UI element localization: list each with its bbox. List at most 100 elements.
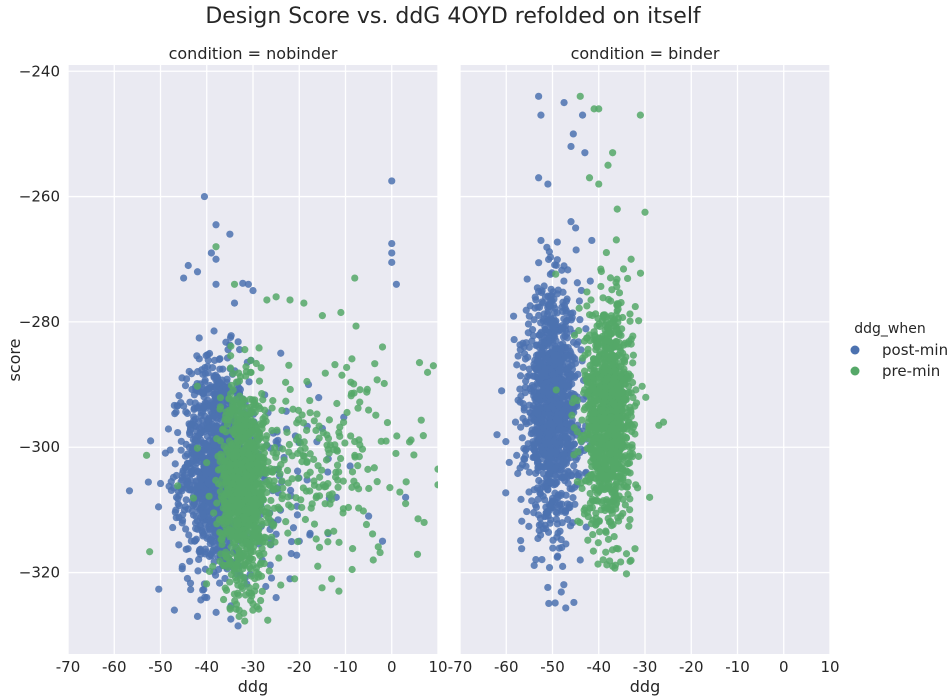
point-pre-min-nobinder [216,528,224,537]
point-pre-min-binder [629,351,637,359]
point-post-min-nobinder [210,327,218,335]
point-pre-min-binder [631,545,639,553]
point-post-min-binder [539,525,547,533]
point-post-min-nobinder [166,446,174,454]
point-pre-min-nobinder [420,518,428,527]
point-post-min-binder [523,275,531,283]
point-pre-min-nobinder [306,409,314,417]
point-post-min-binder [498,387,506,395]
point-post-min-nobinder [346,462,354,470]
point-pre-min-nobinder [146,548,154,556]
point-pre-min-nobinder [270,520,278,529]
point-pre-min-nobinder [300,299,308,307]
point-pre-min-nobinder [348,468,357,476]
point-pre-min-binder [599,294,607,302]
point-pre-min-nobinder [383,418,392,427]
point-post-min-binder [567,471,576,479]
point-pre-min-nobinder [377,437,385,445]
point-pre-min-binder [611,486,619,494]
point-pre-min-nobinder [355,436,363,444]
point-pre-min-nobinder [313,410,321,418]
point-post-min-nobinder [294,467,302,475]
point-pre-min-nobinder [277,581,285,589]
point-pre-min-nobinder [312,535,320,543]
point-post-min-binder [555,401,563,409]
point-pre-min-binder [570,451,578,459]
point-pre-min-nobinder [279,445,287,453]
point-pre-min-binder [612,407,621,415]
point-pre-min-nobinder [324,445,332,454]
point-post-min-binder [535,311,543,320]
point-pre-min-binder [606,517,615,526]
point-pre-min-nobinder [299,452,307,460]
point-pre-min-binder [607,442,615,450]
point-post-min-binder [530,561,538,570]
point-post-min-nobinder [172,514,180,522]
point-post-min-binder [546,466,554,474]
point-post-min-nobinder [200,192,209,201]
point-post-min-nobinder [174,428,182,437]
point-post-min-nobinder [210,441,218,449]
point-post-min-binder [572,224,580,232]
point-pre-min-nobinder [250,485,258,494]
x-axis-label-nobinder: ddg [238,677,268,696]
point-post-min-nobinder [182,525,190,533]
point-post-min-binder [572,246,580,254]
point-post-min-nobinder [211,571,220,579]
point-post-min-binder [569,338,578,346]
point-post-min-binder [556,500,564,508]
point-pre-min-nobinder [264,458,272,466]
point-post-min-nobinder [199,586,207,594]
point-post-min-nobinder [204,369,212,377]
point-post-min-nobinder [186,398,194,406]
point-pre-min-nobinder [142,451,151,459]
point-pre-min-nobinder [413,550,422,558]
point-pre-min-nobinder [310,477,318,485]
point-pre-min-nobinder [262,508,270,516]
point-pre-min-binder [623,274,632,283]
point-pre-min-nobinder [249,534,257,542]
point-post-min-binder [533,357,542,365]
point-post-min-nobinder [207,466,215,475]
point-pre-min-nobinder [247,368,255,377]
point-pre-min-binder [586,337,594,345]
point-pre-min-nobinder [321,500,329,508]
point-post-min-binder [582,325,590,333]
point-pre-min-binder [596,383,605,391]
point-post-min-nobinder [212,255,220,263]
point-pre-min-nobinder [378,343,387,351]
point-pre-min-nobinder [331,361,339,369]
point-post-min-binder [527,429,535,438]
point-pre-min-nobinder [348,545,357,553]
x-tick-label: 10 [428,658,447,676]
point-pre-min-nobinder [316,473,324,481]
point-post-min-nobinder [186,579,195,587]
point-pre-min-nobinder [263,296,271,304]
point-post-min-binder [544,340,552,348]
point-pre-min-nobinder [256,420,265,428]
point-post-min-binder [570,483,579,491]
point-pre-min-nobinder [193,382,201,390]
x-tick-labels-nobinder: -70 -60 -50 -40 -30 -20 -10 0 10 [56,658,448,676]
point-pre-min-nobinder [336,454,345,463]
point-post-min-binder [520,406,528,414]
point-pre-min-nobinder [193,444,202,452]
point-post-min-nobinder [236,346,244,354]
point-post-min-nobinder [249,286,257,295]
point-post-min-nobinder [226,230,234,238]
point-pre-min-nobinder [252,568,261,576]
y-tick-label: −280 [19,313,60,331]
point-pre-min-nobinder [233,533,241,541]
point-pre-min-binder [570,424,578,432]
point-post-min-nobinder [198,510,207,518]
point-post-min-nobinder [190,486,199,494]
point-post-min-binder [540,282,548,290]
point-pre-min-nobinder [284,529,292,537]
point-pre-min-nobinder [216,437,225,445]
point-post-min-nobinder [202,470,210,478]
point-post-min-binder [578,111,587,119]
point-post-min-nobinder [189,511,198,519]
point-pre-min-nobinder [336,432,344,440]
point-pre-min-nobinder [245,589,253,597]
point-pre-min-nobinder [258,390,266,398]
